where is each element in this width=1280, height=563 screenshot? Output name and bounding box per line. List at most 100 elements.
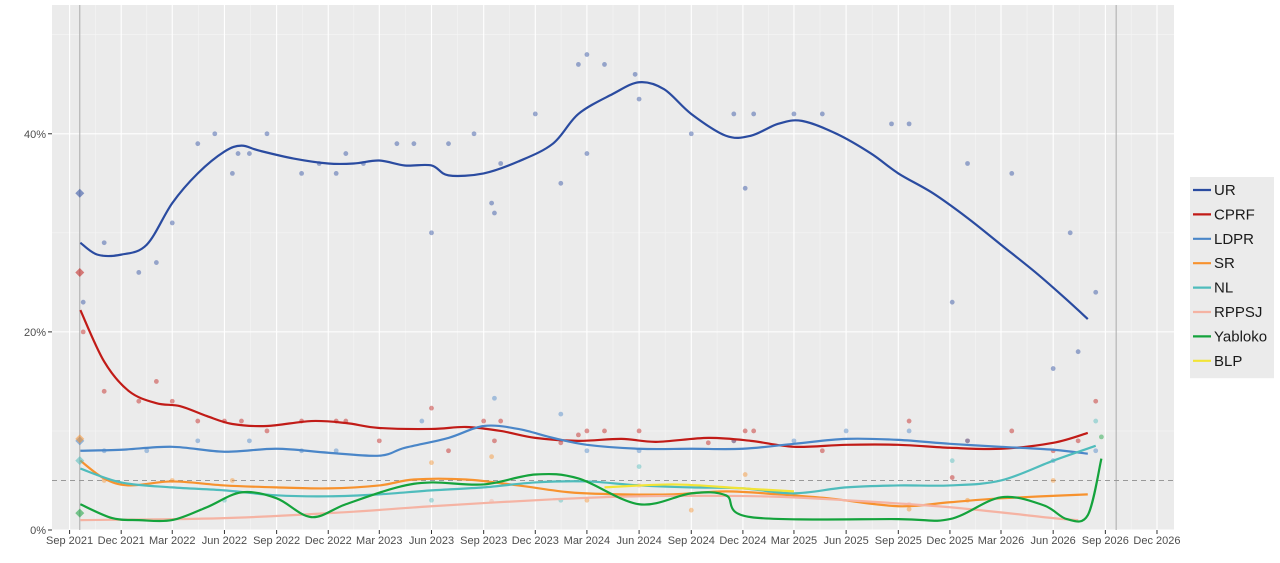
poll-point-ldpr [791,438,797,444]
poll-point-ur [636,96,642,102]
poll-point-ur [235,151,241,156]
poll-point-ur [153,260,159,265]
trend-line-yabloko [79,458,1103,523]
election-result-cprf [75,267,85,277]
x-tick-label: Sep 2022 [253,535,300,547]
poll-point-sr [489,454,495,460]
poll-point-cprf [101,388,107,394]
poll-point-ur [229,170,235,176]
poll-point-cprf [584,428,590,434]
election-result-yabloko [75,508,85,518]
poll-point-cprf [906,418,912,424]
poll-point-ur [1050,366,1056,371]
poll-point-ldpr [558,411,564,417]
poll-point-sr [742,472,748,477]
x-tick-label: Mar 2026 [978,535,1024,547]
election-result-nl [75,456,85,466]
poll-point-ur [446,141,451,147]
x-tick-label: Mar 2022 [149,535,195,547]
x-tick-label: Sep 2021 [46,535,93,547]
legend-label-cprf: CPRF [1214,206,1255,223]
y-axis: 0% 20% 40% [24,129,52,537]
poll-point-cprf [195,418,201,424]
legend: UR CPRF LDPR SR NL RPPSJ Yabloko BLP [1190,177,1274,379]
trend-lines [79,81,1103,523]
poll-point-ur [532,111,538,117]
poll-point-ur [136,270,142,275]
trend-line-ur [79,81,1089,320]
x-tick-label: Sep 2025 [875,535,922,547]
poll-point-ur [264,131,270,137]
x-tick-label: Sep 2023 [460,535,507,547]
poll-point-ur [1075,349,1081,355]
y-tick-label: 40% [24,129,46,141]
x-tick-label: Mar 2025 [771,535,817,547]
x-tick-label: Mar 2023 [356,535,402,547]
x-tick-label: Dec 2026 [1133,535,1180,547]
poll-point-cprf [264,428,270,434]
poll-point-ur [584,151,590,156]
grid-minor [52,5,1174,530]
poll-point-ur [498,161,504,166]
poll-point-cprf [819,448,825,454]
poll-point-sr [906,506,912,512]
poll-point-cprf [1093,398,1099,404]
poll-point-ldpr [195,438,201,444]
poll-point-cprf [602,428,607,434]
poll-point-ur [965,161,970,166]
election-result-sr [75,434,85,444]
poll-point-ur [195,141,201,147]
x-tick-label: Jun 2024 [616,535,661,547]
poll-point-cprf [575,432,581,438]
legend-box [1190,177,1274,379]
poll-point-sr [429,460,434,466]
poll-point-ur [101,240,107,246]
trend-line-rppsj [80,494,1079,522]
x-axis: Sep 2021 Dec 2021 Mar 2022 Jun 2022 Sep 2022… [46,530,1181,547]
legend-label-rppsj: RPPSJ [1214,304,1262,321]
poll-point-cprf [481,418,487,424]
trend-line-blp [604,483,795,493]
y-tick-label: 0% [30,525,46,537]
election-result-markers [75,188,85,518]
x-tick-label: Dec 2021 [98,535,145,547]
poll-point-ldpr [246,438,252,444]
poll-point-cprf [751,428,757,434]
poll-point-cprf [558,440,564,446]
poll-point-ldpr [492,395,497,401]
x-tick-label: Jun 2022 [202,535,247,547]
poll-point-ur [558,180,564,186]
poll-point-sr [1050,478,1056,483]
poll-point-ur [169,220,175,226]
poll-point-sr [688,507,694,513]
poll-point-ur [688,131,694,137]
x-tick-label: Jun 2025 [824,535,869,547]
poll-point-ur [246,151,252,156]
poll-point-ur [1093,289,1099,295]
poll-point-nl [1093,418,1099,424]
poll-point-nl [429,497,434,503]
poll-point-cprf [446,448,451,454]
poll-point-ur [584,52,590,57]
poll-point-cprf [80,329,86,335]
election-result-ur [75,188,85,198]
poll-point-ur [429,230,434,236]
poll-point-ur [751,111,757,117]
legend-label-sr: SR [1214,255,1235,272]
poll-point-sr [229,478,235,483]
poll-point-ur [212,131,218,137]
poll-point-ldpr [1093,448,1099,454]
poll-point-cprf [965,438,970,444]
poll-point-cprf [1075,438,1081,444]
poll-point-cprf [429,405,434,411]
poll-point-ur [394,141,400,147]
poll-point-ur [411,141,417,147]
poll-point-sr [584,497,590,503]
poll-point-ur [819,111,825,117]
poll-point-ldpr [843,428,849,434]
poll-point-cprf [376,438,382,444]
poll-point-cprf [949,475,955,480]
poll-point-ur [299,170,304,176]
x-tick-label: Jun 2023 [409,535,454,547]
legend-label-ldpr: LDPR [1214,231,1254,248]
